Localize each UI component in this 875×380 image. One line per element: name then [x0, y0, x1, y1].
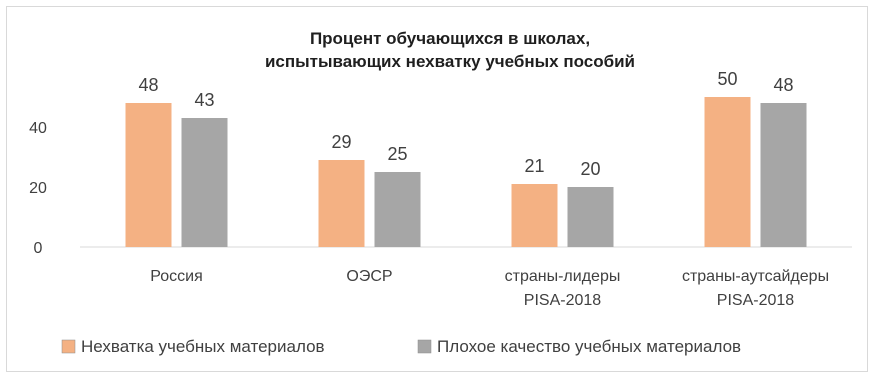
x-tick-label: страны-аутсайдеры: [682, 268, 829, 285]
data-label: 21: [524, 156, 544, 176]
legend-label: Нехватка учебных материалов: [81, 337, 325, 356]
x-tick-label: Россия: [150, 268, 202, 285]
data-label: 48: [138, 75, 158, 95]
bar-poor-quality: [567, 187, 614, 247]
chart-title-line: Процент обучающихся в школах,: [310, 29, 590, 48]
bar-shortage: [511, 184, 558, 247]
data-label: 43: [194, 90, 214, 110]
data-label: 20: [580, 159, 600, 179]
bar-poor-quality: [760, 103, 807, 247]
data-label: 50: [717, 69, 737, 89]
y-tick-label: 40: [29, 120, 47, 137]
bar-poor-quality: [374, 172, 421, 247]
data-label: 48: [773, 75, 793, 95]
bar-shortage: [704, 97, 751, 247]
y-tick-label: 20: [29, 180, 47, 197]
bar-poor-quality: [181, 118, 228, 247]
bar-shortage: [318, 160, 365, 247]
legend-label: Плохое качество учебных материалов: [437, 337, 741, 356]
bar-shortage: [125, 103, 172, 247]
y-tick-label: 0: [34, 240, 43, 257]
chart-title-line: испытывающих нехватку учебных пособий: [265, 52, 635, 71]
x-tick-label: ОЭСР: [346, 268, 392, 285]
data-label: 25: [387, 144, 407, 164]
legend-swatch: [417, 339, 432, 354]
x-tick-label: PISA-2018: [524, 292, 601, 309]
data-label: 29: [331, 132, 351, 152]
legend-swatch: [61, 339, 76, 354]
x-tick-label: PISA-2018: [717, 292, 794, 309]
x-tick-label: страны-лидеры: [505, 268, 621, 285]
